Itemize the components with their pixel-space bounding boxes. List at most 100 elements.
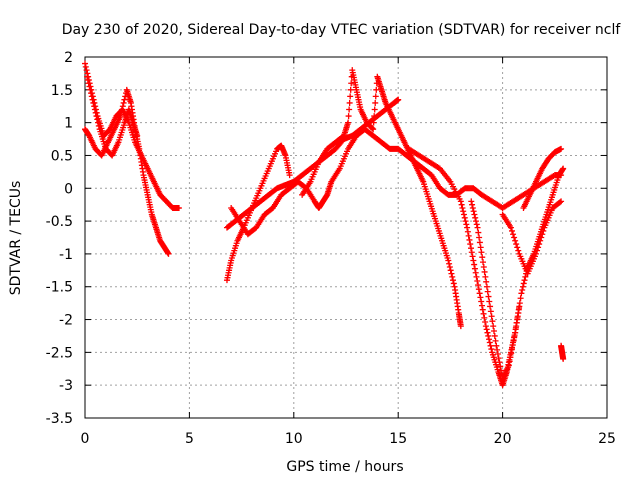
data-point <box>498 367 505 374</box>
data-point <box>519 287 526 294</box>
series-arc11 <box>520 145 565 211</box>
data-point <box>84 73 91 80</box>
x-tick-label: 25 <box>598 431 616 447</box>
y-tick-label: -3 <box>59 378 73 394</box>
data-point <box>458 201 465 208</box>
data-point <box>560 165 567 172</box>
data-point <box>175 204 182 211</box>
data-point <box>494 351 501 358</box>
chart-title: Day 230 of 2020, Sidereal Day-to-day VTE… <box>62 22 622 38</box>
data-point <box>459 204 466 211</box>
data-point <box>512 329 519 336</box>
y-tick-label: -1 <box>59 247 73 263</box>
data-point <box>470 257 477 264</box>
data-point <box>119 103 126 110</box>
y-tick-label: -1.5 <box>46 280 73 296</box>
y-tick-label: -0.5 <box>46 214 73 230</box>
data-point <box>511 333 518 340</box>
data-point <box>476 239 483 246</box>
data-point <box>514 244 521 251</box>
data-point <box>466 236 473 243</box>
data-point <box>483 326 490 333</box>
data-point <box>521 277 528 284</box>
data-point <box>462 218 469 225</box>
data-point <box>472 214 479 221</box>
data-point <box>472 269 479 276</box>
data-point <box>468 245 475 252</box>
data-point <box>88 90 95 97</box>
data-point <box>478 302 485 309</box>
data-point <box>94 116 101 123</box>
data-point <box>446 260 453 267</box>
series-arc12 <box>558 342 567 362</box>
data-point <box>117 113 124 120</box>
data-point <box>475 286 482 293</box>
data-point <box>489 318 496 325</box>
data-point <box>507 354 514 361</box>
data-point <box>535 244 542 251</box>
y-tick-label: 1 <box>64 116 73 132</box>
data-point <box>450 277 457 284</box>
data-point <box>118 109 125 116</box>
data-point <box>511 234 518 241</box>
data-point <box>91 103 98 110</box>
data-point <box>496 359 503 366</box>
data-point <box>495 355 502 362</box>
data-point <box>464 228 471 235</box>
data-point <box>347 93 354 100</box>
plot-frame <box>84 56 608 419</box>
data-point <box>95 122 102 129</box>
data-point <box>486 339 493 346</box>
data-point <box>464 224 471 231</box>
data-point <box>557 199 564 206</box>
data-point <box>479 306 486 313</box>
data-point <box>478 249 485 256</box>
data-point <box>516 300 523 307</box>
data-point <box>476 290 483 297</box>
data-point <box>520 280 527 287</box>
data-point <box>395 96 402 103</box>
y-tick-label: -2 <box>59 313 73 329</box>
data-point <box>486 336 493 343</box>
y-tick-label: 1.5 <box>51 83 73 99</box>
data-point <box>490 328 497 335</box>
data-point <box>479 254 486 261</box>
data-point <box>482 319 489 326</box>
data-point <box>536 241 543 248</box>
grid-lines <box>85 57 607 418</box>
data-points <box>82 60 567 389</box>
data-point <box>461 214 468 221</box>
data-point <box>91 106 98 113</box>
data-point <box>346 106 353 113</box>
data-point <box>513 241 520 248</box>
data-point <box>478 298 485 305</box>
data-point <box>481 314 488 321</box>
data-point <box>348 80 355 87</box>
data-point <box>492 337 499 344</box>
x-tick-label: 10 <box>285 431 303 447</box>
data-point <box>476 234 483 241</box>
y-tick-label: 0.5 <box>51 148 73 164</box>
data-point <box>85 80 92 87</box>
data-point <box>469 253 476 260</box>
data-point <box>481 268 488 275</box>
data-point <box>86 83 93 90</box>
data-point <box>371 106 378 113</box>
data-point <box>517 295 524 302</box>
data-point <box>369 125 376 132</box>
x-axis-label: GPS time / hours <box>286 459 403 475</box>
data-point <box>508 346 515 353</box>
data-point <box>515 247 522 254</box>
data-point <box>445 257 452 264</box>
data-point <box>468 198 475 205</box>
data-point <box>475 282 482 289</box>
data-point <box>486 298 493 305</box>
data-point <box>447 267 454 274</box>
data-point <box>470 208 477 215</box>
data-point <box>82 60 88 67</box>
data-point <box>487 308 494 315</box>
data-point <box>469 204 476 211</box>
data-point <box>471 211 478 218</box>
data-point <box>95 119 102 126</box>
data-point <box>534 247 541 254</box>
